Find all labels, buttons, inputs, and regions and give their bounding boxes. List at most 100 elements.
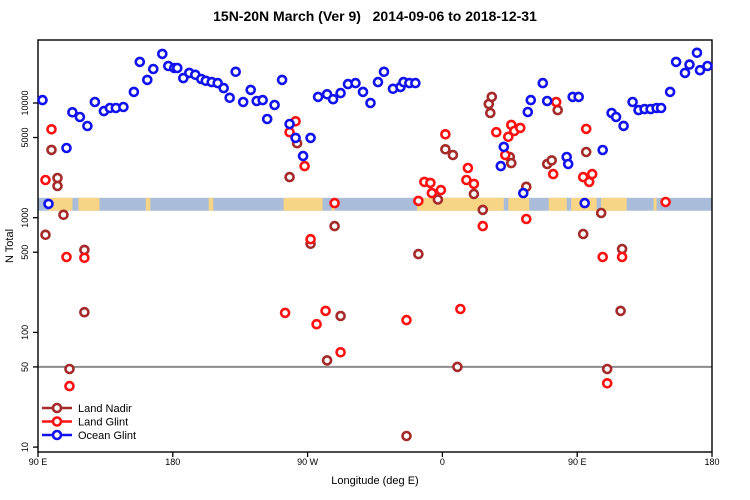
data-point-ocean-glint [89, 96, 101, 108]
data-point-land-glint [335, 346, 346, 358]
data-point-land-nadir [413, 248, 424, 260]
data-point-ocean-glint [312, 91, 324, 103]
ocean-strip [38, 197, 712, 211]
data-point-ocean-glint [694, 64, 706, 76]
data-point-ocean-glint [664, 86, 676, 98]
data-point-land-glint [502, 131, 514, 143]
data-point-land-nadir [505, 157, 517, 169]
data-point-ocean-glint [525, 94, 537, 106]
data-point-land-nadir [546, 155, 558, 166]
data-point-land-nadir [79, 306, 90, 318]
data-point-ocean-glint [269, 99, 280, 111]
data-point-ocean-glint [237, 96, 249, 108]
data-point-ocean-glint [224, 92, 235, 104]
data-point-land-glint [329, 197, 340, 209]
data-point-land-nadir [329, 220, 340, 232]
data-point-ocean-glint [261, 113, 273, 125]
data-point-land-glint [499, 149, 511, 161]
data-point-land-nadir [440, 144, 451, 155]
data-point-ocean-glint [522, 106, 534, 118]
data-point-land-glint [40, 174, 51, 186]
land-strip-segment [208, 197, 214, 211]
data-point-ocean-glint [172, 62, 183, 74]
plot-box [37, 39, 713, 453]
data-point-land-glint [413, 195, 424, 207]
data-point-land-glint [320, 305, 331, 317]
land-strip-segment [548, 197, 567, 211]
data-point-land-glint [601, 377, 613, 389]
data-point-ocean-glint [67, 107, 78, 118]
data-point-ocean-glint [276, 74, 288, 86]
x-tick-label: 180 [704, 457, 719, 467]
data-point-land-nadir [452, 361, 463, 373]
land-strip-segment [283, 197, 323, 211]
data-point-ocean-glint [118, 101, 129, 113]
data-point-ocean-glint [655, 102, 667, 114]
data-point-ocean-glint [610, 111, 622, 123]
x-tick-label: 90 E [568, 457, 587, 467]
data-point-ocean-glint [305, 132, 316, 144]
data-point-ocean-glint [562, 158, 574, 170]
data-point-ocean-glint [134, 56, 146, 68]
data-point-ocean-glint [498, 141, 510, 153]
legend-item-label: Land Nadir [78, 403, 132, 415]
data-point-land-nadir [447, 149, 459, 161]
data-point-ocean-glint [82, 120, 93, 132]
land-strip-segment [78, 197, 100, 211]
data-point-ocean-glint [691, 47, 703, 59]
y-tick-label: 50 [20, 362, 30, 372]
data-point-land-glint [520, 213, 532, 225]
data-point-ocean-glint [410, 77, 421, 89]
y-axis-title: N Total [4, 229, 16, 263]
data-point-land-glint [425, 177, 436, 189]
data-point-ocean-glint [618, 120, 629, 132]
x-tick-label: 0 [440, 457, 445, 467]
land-strip-segment [653, 197, 657, 211]
legend-marker [51, 429, 63, 441]
data-point-land-glint [46, 124, 57, 135]
data-point-ocean-glint [684, 59, 695, 70]
data-point-land-nadir [401, 430, 412, 442]
data-point-land-glint [64, 380, 75, 392]
y-tick-label: 5000 [20, 128, 30, 148]
data-point-ocean-glint [597, 144, 609, 156]
data-point-land-glint [477, 220, 489, 232]
land-strip-segment [145, 197, 151, 211]
legend-item-label: Ocean Glint [78, 430, 136, 442]
data-point-land-nadir [284, 171, 295, 183]
y-tick-label: 10000 [20, 90, 30, 115]
data-point-ocean-glint [357, 86, 369, 98]
legend-marker [51, 402, 63, 414]
data-point-land-glint [426, 187, 438, 199]
data-point-land-glint [597, 251, 609, 263]
data-point-ocean-glint [372, 76, 384, 88]
data-point-land-glint [311, 318, 322, 330]
data-point-ocean-glint [327, 93, 339, 105]
data-point-ocean-glint [541, 95, 553, 107]
data-point-ocean-glint [335, 87, 346, 99]
data-point-land-glint [455, 303, 466, 315]
data-point-land-nadir [601, 363, 613, 375]
data-point-land-glint [468, 178, 480, 190]
x-tick-label: 90 E [29, 457, 48, 467]
data-point-land-glint [401, 314, 412, 326]
data-point-land-nadir [432, 194, 444, 205]
data-point-ocean-glint [579, 197, 591, 209]
data-point-ocean-glint [43, 198, 54, 210]
y-tick-label: 100 [20, 325, 30, 340]
data-point-land-glint [550, 96, 562, 108]
data-point-ocean-glint [702, 60, 713, 72]
data-point-land-nadir [486, 91, 498, 103]
data-point-land-nadir [64, 363, 75, 375]
data-point-land-glint [279, 307, 291, 319]
data-point-land-nadir [577, 228, 589, 240]
data-point-land-nadir [552, 104, 564, 116]
data-point-land-nadir [58, 209, 69, 221]
data-point-land-nadir [40, 229, 51, 241]
data-point-ocean-glint [378, 66, 390, 78]
data-point-land-glint [79, 252, 90, 264]
data-point-ocean-glint [245, 84, 256, 96]
chart-title: 15N-20N March (Ver 9) 2014-09-06 to 2018… [213, 8, 537, 24]
data-point-land-glint [547, 168, 559, 180]
data-point-ocean-glint [679, 67, 691, 79]
